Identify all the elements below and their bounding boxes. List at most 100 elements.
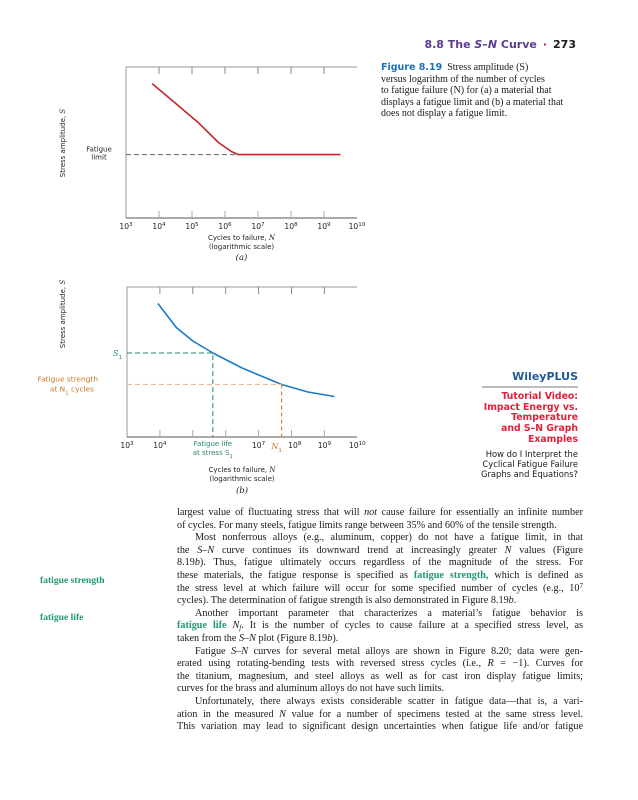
text-segment: . (513, 595, 517, 607)
x-tick-label: 104 (152, 222, 166, 231)
text-segment: N (232, 620, 240, 632)
text-segment: S–N (238, 633, 256, 644)
fatigue-strength-label: Fatigue strength (38, 375, 99, 384)
running-header: 8.8 The S–N Curve · 273 (424, 38, 576, 51)
text-segment: b (194, 557, 200, 569)
text-segment: cause failure for essentially an infinit… (377, 507, 583, 518)
text-segment: the stress level at which failure will o… (177, 582, 580, 594)
text-segment: curve continues its downward trend at in… (214, 544, 505, 556)
video-title-line: Temperature (511, 412, 578, 424)
sn-curve (151, 82, 341, 156)
x-axis-label: Cycles to failure, N (209, 466, 277, 474)
text-segment: these materials, the fatigue response is… (177, 570, 414, 581)
text-segment: S–N (231, 645, 249, 657)
caption-line: to fatigue failure (N) for (a) a materia… (381, 85, 552, 97)
s1-dashed-line (127, 352, 214, 437)
text-segment: b (327, 633, 333, 644)
text-segment: S–N (197, 544, 215, 556)
text-segment: ). (332, 633, 339, 644)
text-segment: not (364, 507, 378, 518)
figure-caption: Figure 8.19 Stress amplitude (S) versus l… (381, 62, 581, 120)
text-segment: cycles). The determination of fatigue st… (177, 595, 509, 607)
fatigue-life-label: Fatigue life (194, 440, 232, 448)
body-line: the S–N curve continues its downward tre… (177, 545, 583, 557)
section-title: 8.8 The S–N Curve (424, 38, 536, 51)
wileyplus-logo: WileyPLUS (482, 370, 578, 388)
s1-label: S1 (113, 349, 122, 361)
text-segment: largest value of fluctuating stress that… (177, 507, 365, 518)
x-tick-label: 103 (120, 441, 134, 450)
text-segment: . It is the number of cycles to cause fa… (241, 620, 583, 632)
body-line: 8.19b). Thus, fatigue ultimately occurs … (177, 557, 583, 569)
video-title-line: Tutorial Video: (501, 391, 578, 402)
text-segment: = −1). Curves for (493, 658, 584, 670)
text-segment: 7 (579, 581, 584, 590)
question-line: Graphs and Equations? (480, 468, 578, 479)
text-segment: the (177, 544, 198, 556)
text-segment: which is defined as (488, 570, 583, 581)
video-title-line: Impact Energy vs. (483, 401, 578, 413)
body-line: curves for the brass and aluminum alloys… (177, 683, 583, 695)
text-segment: Unfortunately, there always exists consi… (195, 696, 583, 707)
body-line: Another important parameter that charact… (195, 608, 583, 620)
text-segment: the titanium, magnesium, and steel alloy… (177, 670, 583, 682)
text-segment: plot (Figure 8.19 (255, 633, 328, 644)
video-title-line: and S–N Graph (501, 423, 578, 435)
body-line: Fatigue S–N curves for several metal all… (195, 646, 583, 658)
caption-line: does not display a fatigue limit. (381, 108, 508, 120)
section-title-text: 8.8 The (424, 38, 475, 51)
x-tick-label: 106 (218, 222, 232, 231)
body-line: erated using rotating-bending tests with… (177, 658, 583, 670)
x-tick-label: 103 (119, 222, 133, 231)
text-segment: of cycles. For many steels, fatigue limi… (177, 519, 557, 531)
fatigue-life-label: at stress S1 (193, 449, 234, 460)
panel-label: (b) (236, 485, 248, 496)
fatigue-limit-label: Fatigue (86, 146, 112, 154)
body-line: these materials, the fatigue response is… (177, 570, 583, 582)
video-question: How do I Interpret the Cyclical Fatigue … (470, 449, 578, 480)
text-segment: Fatigue (195, 645, 232, 657)
x-tick-label: 108 (284, 222, 298, 231)
text-segment: curves for the brass and aluminum alloys… (177, 683, 445, 695)
plot-frame (125, 66, 357, 218)
text-segment: f (239, 624, 242, 633)
video-title-line: Examples (528, 433, 578, 445)
caption-line: displays a fatigue limit and (b) a mater… (381, 96, 564, 108)
x-tick-label: 104 (153, 441, 167, 450)
question-line: How do I Interpret the (485, 448, 578, 459)
question-line: Cyclical Fatigue Failure (482, 458, 578, 469)
glossary-term: fatigue life (177, 620, 227, 632)
y-axis-label: Stress amplitude, S (59, 280, 67, 349)
section-title-rest: Curve (497, 38, 537, 51)
caption-line: Stress amplitude (S) (447, 62, 529, 73)
section-title-em: S–N (474, 38, 498, 51)
glossary-term: fatigue strength, (413, 570, 489, 581)
text-segment: Another important parameter that charact… (195, 607, 583, 619)
text-segment: 8.19 (177, 557, 195, 569)
x-axis-label-2: (logarithmic scale) (209, 243, 275, 251)
text-segment: value for a number of specimens tested a… (285, 708, 583, 720)
body-line: ation in the measured N value for a numb… (177, 709, 583, 721)
x-tick-label: 105 (185, 222, 199, 231)
panel-label: (a) (236, 252, 248, 263)
page-number: 273 (553, 38, 576, 51)
text-segment: N (504, 544, 512, 556)
tutorial-video-link[interactable]: Tutorial Video: Impact Energy vs. Temper… (470, 391, 578, 446)
body-line: the titanium, magnesium, and steel alloy… (177, 671, 583, 683)
text-segment: taken from the (177, 633, 239, 644)
text-segment: ation in the measured (177, 708, 280, 720)
body-line: Most nonferrous alloys (e.g., aluminum, … (195, 532, 583, 544)
x-tick-label: 1010 (349, 222, 366, 231)
margin-term-fatigue-life: fatigue life (40, 612, 84, 623)
text-segment: erated using rotating-bending tests with… (177, 658, 488, 670)
x-axis-label-2: (logarithmic scale) (209, 475, 275, 483)
wileyplus-sidebar[interactable]: WileyPLUS Tutorial Video: Impact Energy … (470, 370, 578, 479)
x-tick-label: 109 (318, 441, 332, 450)
x-tick-label: 1010 (349, 441, 366, 450)
text-segment: curves for several metal alloys are show… (248, 645, 584, 657)
margin-term-fatigue-strength: fatigue strength (40, 575, 105, 586)
text-segment: N (279, 708, 286, 720)
x-tick-label: 108 (288, 441, 302, 450)
sn-curve (157, 303, 335, 398)
